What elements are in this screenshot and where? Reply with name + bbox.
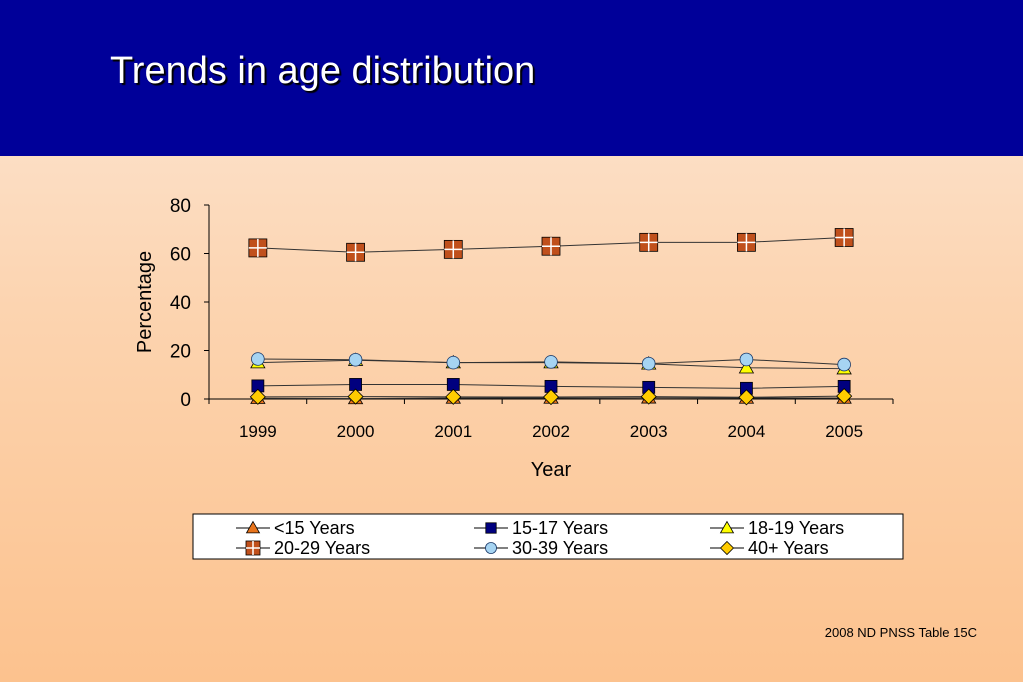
data-point bbox=[251, 352, 265, 366]
x-tick-label: 1999 bbox=[239, 422, 277, 441]
y-tick-label: 40 bbox=[170, 293, 191, 314]
data-point bbox=[834, 228, 854, 247]
legend bbox=[192, 513, 904, 560]
x-tick-label: 2001 bbox=[434, 422, 472, 441]
data-point bbox=[445, 388, 462, 405]
data-point bbox=[347, 388, 364, 405]
data-point bbox=[446, 378, 460, 391]
data-point bbox=[739, 352, 754, 367]
y-tick-label: 0 bbox=[180, 390, 191, 411]
data-point bbox=[738, 359, 755, 374]
data-point bbox=[446, 355, 461, 370]
data-point bbox=[640, 388, 657, 405]
x-tick-label: 2005 bbox=[825, 422, 863, 441]
legend-label: <15 Years bbox=[274, 518, 355, 538]
x-tick-label: 2000 bbox=[337, 422, 375, 441]
y-tick-label: 80 bbox=[170, 196, 191, 217]
legend-label: 18-19 Years bbox=[748, 518, 844, 538]
x-tick-label: 2004 bbox=[728, 422, 766, 441]
data-point bbox=[249, 388, 266, 405]
data-point bbox=[346, 242, 365, 262]
data-point bbox=[836, 388, 853, 405]
x-axis-title: Year bbox=[531, 459, 572, 481]
data-point bbox=[737, 232, 756, 252]
y-tick-label: 20 bbox=[170, 342, 191, 363]
legend-marker bbox=[719, 540, 735, 556]
y-axis-title: Percentage bbox=[134, 251, 156, 353]
legend-marker bbox=[485, 522, 497, 534]
y-tick-label: 60 bbox=[170, 245, 191, 266]
legend-label: 30-39 Years bbox=[512, 538, 608, 558]
legend-label: 20-29 Years bbox=[274, 538, 370, 558]
page-title: Trends in age distribution bbox=[110, 50, 536, 92]
data-point bbox=[248, 238, 268, 258]
data-point bbox=[837, 357, 851, 372]
legend-label: 15-17 Years bbox=[512, 518, 608, 538]
data-point bbox=[544, 355, 558, 369]
source-note: 2008 ND PNSS Table 15C bbox=[824, 625, 977, 640]
x-tick-label: 2002 bbox=[532, 422, 570, 441]
legend-marker bbox=[719, 520, 735, 534]
data-point bbox=[639, 232, 659, 252]
title-banner: Trends in age distribution bbox=[0, 0, 1023, 156]
data-point bbox=[641, 356, 656, 371]
legend-marker bbox=[485, 542, 497, 554]
line-chart: 0 20 40 60 80 1999 2000 2001 2002 2003 2004 2005 Yea… bbox=[134, 196, 904, 560]
data-point bbox=[738, 389, 755, 406]
data-point bbox=[348, 352, 363, 367]
data-point bbox=[542, 388, 560, 406]
legend-marker bbox=[245, 540, 261, 556]
data-point bbox=[443, 239, 463, 259]
legend-label: 40+ Years bbox=[748, 538, 829, 558]
x-tick-label: 2003 bbox=[630, 422, 668, 441]
data-point bbox=[541, 236, 561, 256]
legend-marker bbox=[245, 520, 261, 534]
